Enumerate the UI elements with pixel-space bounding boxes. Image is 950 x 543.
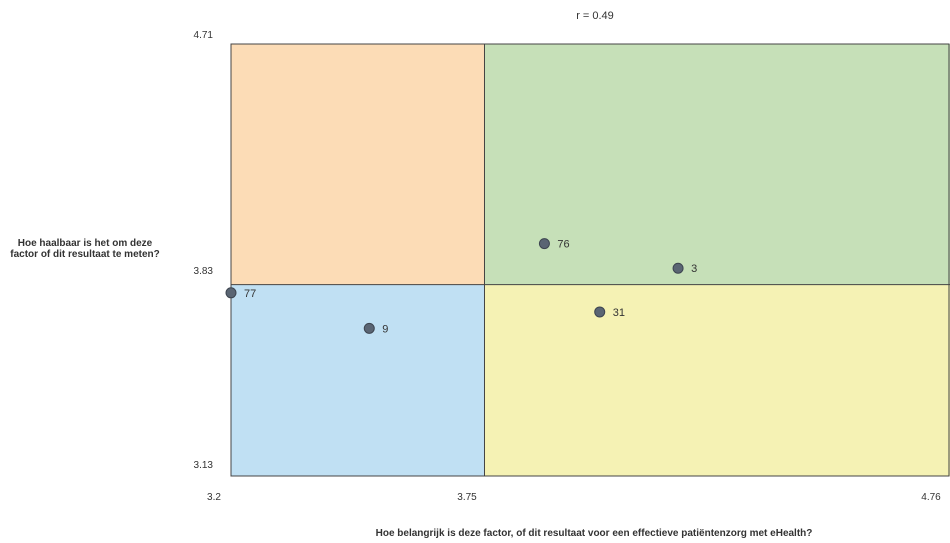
data-point-label-3: 3 [691,263,697,275]
x-tick-right: 4.76 [921,492,941,503]
data-point-label-77: 77 [244,288,256,300]
y-tick-bottom: 3.13 [194,460,214,471]
points-layer: 77 9 76 3 31 [225,238,697,335]
plot-frame [230,43,950,477]
data-point-77[interactable] [225,287,237,299]
data-point-label-31: 31 [613,307,625,319]
data-point-9[interactable] [363,322,375,334]
x-tick-left: 3.2 [207,492,221,503]
quadrant-top-right [484,44,950,285]
data-point-76[interactable] [538,238,550,250]
y-tick-top: 4.71 [194,30,214,41]
quadrant-bottom-right [484,284,950,476]
y-tick-mid: 3.83 [194,266,214,277]
chart-title: r = 0.49 [576,10,614,22]
data-point-3[interactable] [672,262,684,274]
quadrant-top-left [231,44,485,285]
y-axis-label: Hoe haalbaar is het om deze factor of di… [10,238,160,260]
quadrant-bottom-left [231,284,485,476]
data-point-31[interactable] [594,306,606,318]
x-axis-label: Hoe belangrijk is deze factor, of dit re… [376,528,813,539]
data-point-label-9: 9 [382,323,388,335]
x-tick-mid: 3.75 [457,492,477,503]
data-point-label-76: 76 [557,239,569,251]
